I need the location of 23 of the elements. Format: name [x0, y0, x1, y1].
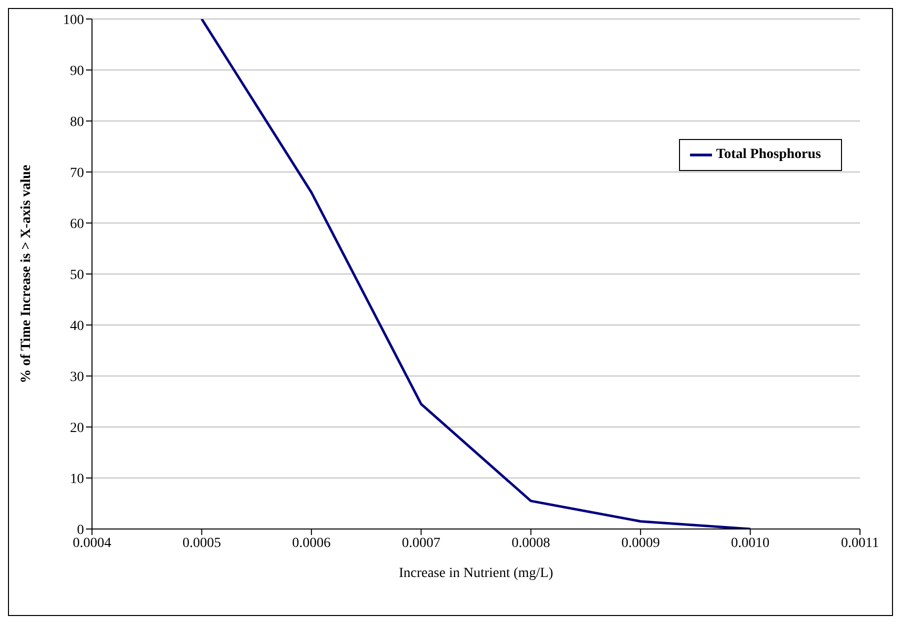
y-tick-label: 10: [70, 472, 84, 487]
y-tick-label: 100: [63, 12, 84, 28]
y-tick-label: 80: [70, 114, 84, 130]
line-series: [200, 19, 752, 529]
x-tick-label: 0.0005: [182, 536, 221, 551]
y-tick-label: 30: [70, 370, 84, 385]
y-tick-label: 70: [70, 166, 84, 181]
x-tick-label: 0.0010: [731, 536, 770, 551]
y-tick-label: 50: [70, 268, 84, 283]
y-tick-label: 90: [70, 64, 84, 79]
y-tick-label: 40: [70, 318, 84, 334]
y-axis-title: % of Time Increase is > X-axis value: [18, 164, 34, 384]
x-tick-label: 0.0006: [292, 536, 331, 551]
y-tick-label: 60: [70, 216, 84, 232]
x-tick-label: 0.0009: [621, 536, 660, 551]
x-tick-label: 0.0007: [402, 536, 440, 551]
x-tick-label: 0.0011: [841, 536, 879, 551]
y-tick-label: 0: [77, 522, 84, 538]
x-tick-label: 0.0008: [512, 536, 550, 551]
legend-label: Total Phosphorus: [716, 147, 821, 162]
y-tick-label: 20: [70, 420, 84, 436]
x-tick-label: 0.0004: [72, 536, 112, 551]
x-axis-title: Increase in Nutrient (mg/L): [398, 566, 554, 581]
